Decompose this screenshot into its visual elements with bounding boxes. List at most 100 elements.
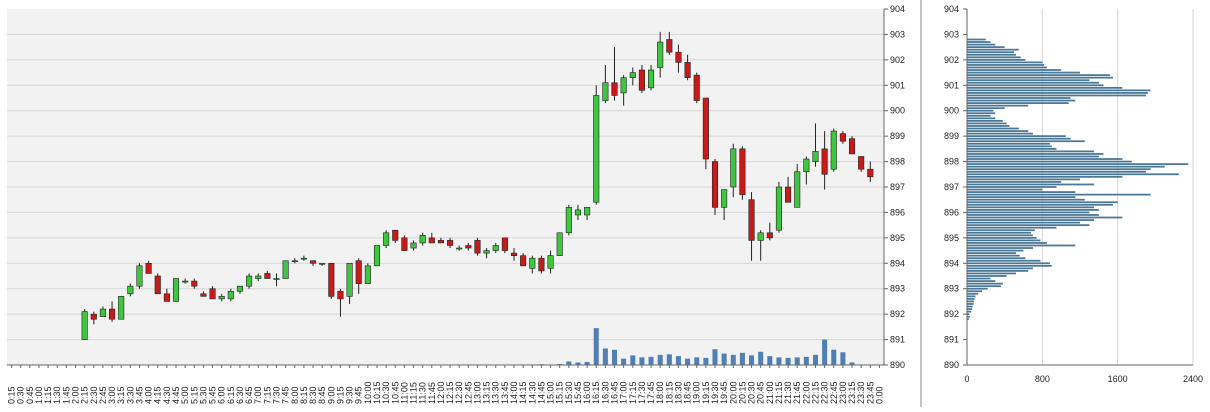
main-x-tick-label: 21:15 [774, 381, 784, 404]
volume-bar [666, 354, 672, 365]
candle-body [501, 237, 508, 251]
candle-down [611, 47, 618, 101]
candle-up [346, 262, 353, 304]
profile-bar [967, 135, 1066, 138]
volume-bar [648, 356, 654, 365]
main-x-tick-label: 12:00 [436, 381, 446, 404]
volume-bar [749, 355, 755, 365]
candle-body [328, 262, 335, 297]
candle-body [684, 62, 691, 78]
profile-bar [967, 183, 1095, 186]
profile-bar [967, 272, 1016, 275]
profile-bar [967, 188, 1043, 191]
volume-bar [703, 357, 709, 365]
candle-down [191, 278, 198, 289]
main-x-tick-label: 7:15 [262, 386, 272, 404]
profile-bar [967, 66, 1048, 69]
volume-bar [831, 349, 837, 365]
candle-down [163, 288, 170, 302]
candle-down [154, 273, 161, 295]
profile-bar [967, 297, 975, 300]
main-x-tick-label: 0:45 [25, 386, 35, 404]
main-y-tick-label: 892 [890, 309, 905, 319]
candle-body [620, 77, 627, 94]
candle-down [684, 54, 691, 81]
profile-y-tick-label: 900 [944, 106, 959, 116]
candle-up [721, 189, 728, 221]
candle-down [355, 258, 362, 294]
candle-body [547, 255, 554, 269]
candle-down [392, 229, 399, 243]
main-x-tick-label: 20:00 [728, 381, 738, 404]
candle-body [830, 130, 837, 170]
main-x-tick-label: 4:00 [144, 386, 154, 404]
profile-bar [967, 242, 1048, 244]
main-x-tick-label: 14:00 [509, 381, 519, 404]
candle-up [602, 64, 609, 104]
volume-bar [611, 349, 618, 365]
candle-body [154, 275, 161, 295]
main-y-tick-label: 899 [890, 131, 905, 141]
candle-up [99, 306, 106, 317]
candle-down [638, 64, 645, 93]
profile-bar [967, 229, 1035, 232]
candle-up [803, 156, 810, 185]
main-x-tick-label: 7:45 [281, 386, 291, 404]
candle-up [456, 245, 463, 251]
candle-body [520, 255, 527, 267]
main-x-tick-label: 21:00 [765, 381, 775, 404]
profile-bar [967, 150, 1095, 153]
main-x-tick-label: 23:00 [838, 381, 848, 404]
main-x-tick-label: 4:15 [153, 386, 163, 404]
main-x-tick-label: 3:45 [134, 386, 144, 404]
main-x-tick-label: 12:15 [445, 381, 455, 404]
candle-body [200, 293, 207, 297]
profile-bar [967, 239, 1041, 242]
candle-down [702, 97, 709, 170]
volume-bar [812, 354, 818, 365]
candle-body [611, 82, 618, 96]
main-x-tick-label: 19:15 [701, 381, 711, 404]
candle-down [447, 237, 454, 249]
candle-down [848, 136, 856, 155]
profile-bar [967, 114, 991, 117]
candle-body [629, 72, 636, 78]
profile-bar [967, 221, 1080, 224]
candle-body [419, 235, 426, 244]
candle-body [191, 280, 198, 287]
main-x-tick-label: 3:30 [125, 386, 135, 404]
candle-body [264, 273, 271, 279]
profile-bar [967, 46, 1005, 49]
main-x-tick-label: 20:45 [756, 381, 766, 404]
main-x-tick-label: 15:00 [546, 381, 556, 404]
main-x-tick-label: 0:30 [16, 386, 26, 404]
candle-body [766, 232, 773, 239]
candle-up [620, 75, 627, 106]
main-x-tick-label: 2:45 [98, 386, 108, 404]
profile-bar [967, 249, 1024, 252]
profile-bar [967, 74, 1111, 77]
candle-up [282, 260, 289, 279]
main-y-tick-label: 891 [890, 335, 905, 345]
candle-body [483, 250, 490, 254]
candle-body [775, 186, 782, 231]
main-x-tick-label: 11:45 [427, 382, 437, 404]
profile-bar [967, 186, 1057, 188]
main-x-tick-label: 17:15 [628, 381, 638, 404]
profile-bar [967, 84, 1104, 87]
profile-bar [967, 122, 1007, 125]
main-x-tick-label: 5:30 [198, 386, 208, 404]
main-x-tick-label: 19:00 [692, 381, 702, 404]
candle-down [858, 156, 865, 172]
profile-bar [967, 267, 1033, 270]
candle-body [99, 308, 106, 317]
profile-bar [967, 224, 1090, 227]
profile-bar [967, 181, 1062, 183]
profile-bar [967, 163, 1189, 166]
profile-x-tick-label: 1600 [1108, 374, 1128, 384]
candle-body [821, 148, 828, 175]
main-x-tick-label: 10:30 [381, 381, 391, 404]
profile-bar [967, 51, 1015, 54]
candle-body [839, 133, 846, 142]
candle-down [766, 222, 773, 241]
